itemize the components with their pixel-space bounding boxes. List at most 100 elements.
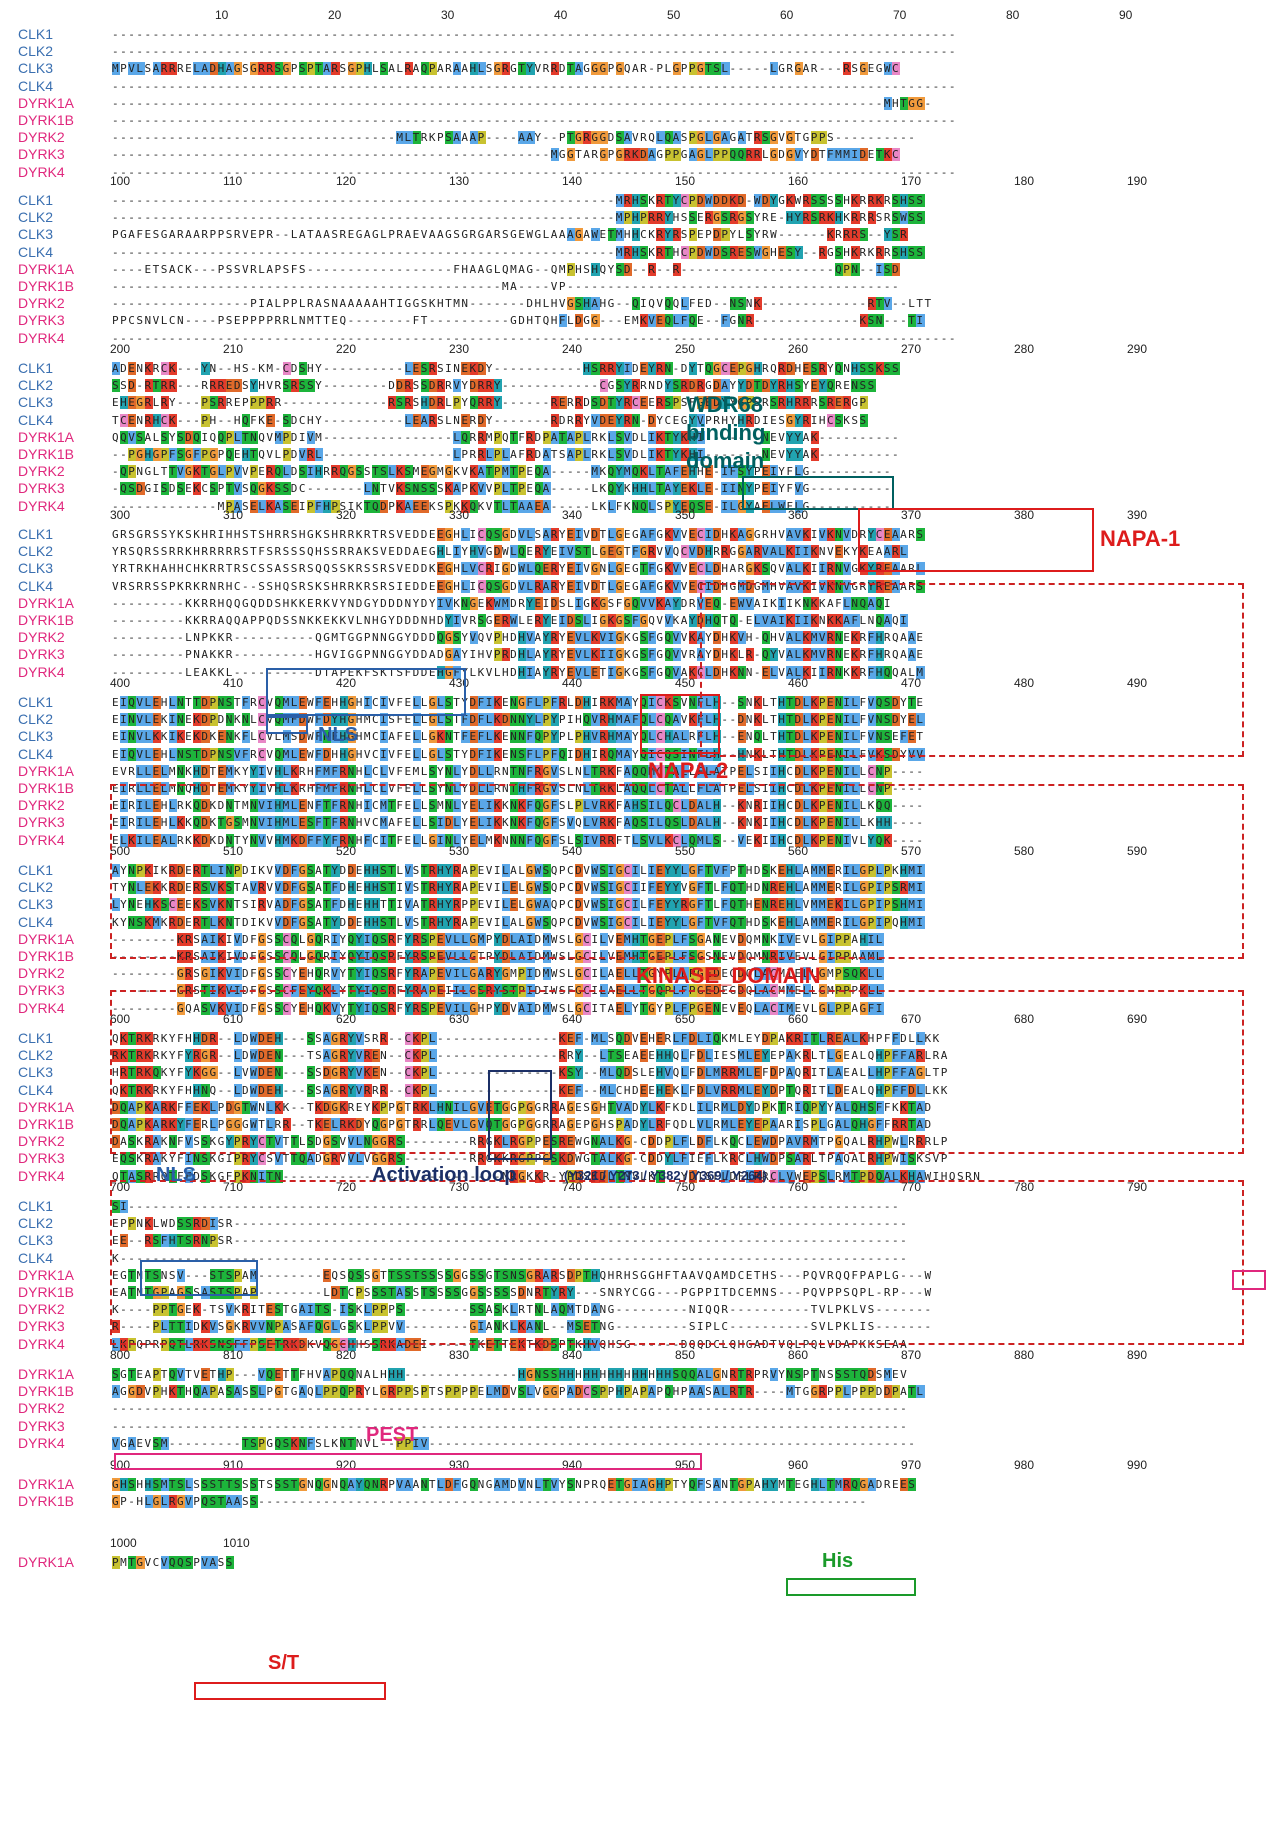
ruler-tick: 230: [449, 342, 470, 356]
sequence-name: CLK1: [18, 192, 54, 208]
sequence-residues: --------GRSGIKVIDFGSSCYEHQRVYTYIQSRFYRAP…: [112, 967, 884, 981]
ruler-tick: 60: [780, 8, 794, 22]
sequence-residues: --------KRSAIKIVDFGSSCQLGQRIYQYIQSRFYRSP…: [112, 932, 884, 946]
ruler-tick: 190: [1127, 174, 1148, 188]
actloop-res: (Y321 / Y273 / Y382 / Y369 / Y264): [564, 1168, 767, 1183]
sequence-name: DYRK1A: [18, 94, 75, 111]
wdr68-label: WDR68: [686, 392, 764, 417]
sequence-residues: ----------------------------------------…: [112, 245, 925, 259]
sequence-name: CLK1: [18, 694, 54, 710]
sequence-name: DYRK3: [18, 1417, 65, 1434]
his-box: [786, 1578, 916, 1596]
sequence-name: CLK3: [18, 1232, 54, 1249]
sequence-name: CLK1: [18, 526, 54, 542]
kinase-domain-top: [700, 583, 1244, 757]
ruler-tick: 530: [449, 844, 470, 858]
sequence-name: DYRK1B: [18, 1116, 75, 1132]
pest-box-r: [1232, 1270, 1266, 1290]
sequence-residues: QKTRKRKYFHHDR--LDWDEH---SSAGRYVSRR--CKPL…: [112, 1032, 941, 1045]
sequence-name: DYRK2: [18, 1301, 65, 1318]
ruler-tick: 240: [562, 342, 583, 356]
sequence-residues: -----------------------------------MLTRK…: [112, 131, 917, 145]
ruler-tick: 10: [215, 8, 229, 22]
ruler-tick: 660: [788, 1012, 809, 1026]
ruler-tick: 90: [1119, 8, 1133, 22]
sequence-name: DYRK1A: [18, 260, 75, 277]
ruler-tick: 340: [562, 508, 583, 522]
ruler-tick: 840: [562, 1348, 583, 1362]
napa2-box: [640, 694, 720, 754]
sequence-residues: ----ETSACK---PSSVRLAPSFS----------------…: [112, 262, 901, 276]
ruler-tick: 820: [336, 1348, 357, 1362]
sequence-name: CLK4: [18, 1249, 54, 1266]
position-ruler: 400 410 420 430 440 450 460 470 480 490: [110, 674, 1260, 694]
sequence-residues: ---------LEAKKL----------DTAPEKFSKTSFDDE…: [112, 665, 925, 679]
sequence-residues: EINVLEKINEKDPDNKNLCVQMFDWFDYHGHMCISFELLG…: [112, 713, 925, 727]
sequence-residues: ----------------------------------------…: [112, 1402, 909, 1416]
ruler-tick: 290: [1127, 342, 1148, 356]
his-label: His: [822, 1550, 854, 1572]
ruler-tick: 20: [328, 8, 342, 22]
ruler-tick: 170: [901, 174, 922, 188]
ruler-tick: 1010: [223, 1536, 250, 1550]
sequence-residues: K----PPTGEK-TSVKRITESTGAITS-ISKLPPPS----…: [112, 1303, 933, 1317]
sequence-residues: GHSHHSMTSLSSSTTSSSTSSSTGNQGNQAYQNRPVAANT…: [112, 1478, 917, 1491]
sequence-name: CLK2: [18, 209, 54, 226]
sequence-residues: SI--------------------------------------…: [112, 1200, 901, 1213]
sequence-residues: EIRILEHLKKQDKTGSMNVIHMLESFTFRNHVCMAFELLS…: [112, 816, 925, 830]
sequence-name: DYRK1B: [18, 1383, 75, 1400]
ruler-tick: 600: [110, 1012, 131, 1026]
sequence-residues: TCENRHCK---PH--HQFKE-SDCHY----------LEAR…: [112, 413, 868, 427]
sequence-name: DYRK3: [18, 146, 65, 163]
sequence-residues: AGGDVPHKTHQAPASASSLPGTGAQLPPQPRYLGRPPSPT…: [112, 1385, 925, 1399]
ruler-tick: 390: [1127, 508, 1148, 522]
ruler-tick: 210: [223, 342, 244, 356]
position-ruler: 1000 1010: [110, 1534, 1260, 1554]
ruler-tick: 620: [336, 1012, 357, 1026]
kinase-label: KINASE_DOMAIN: [636, 963, 821, 988]
sequence-name: CLK3: [18, 560, 54, 577]
ruler-tick: 760: [788, 1180, 809, 1194]
ruler-tick: 730: [449, 1180, 470, 1194]
ruler-tick: 420: [336, 676, 357, 690]
ruler-tick: 700: [110, 1180, 131, 1194]
ruler-tick: 120: [336, 174, 357, 188]
sequence-residues: K---------------------------------------…: [112, 1251, 909, 1265]
ruler-tick: 750: [675, 1180, 696, 1194]
sequence-name: DYRK2: [18, 965, 65, 982]
ruler-tick: 380: [1014, 508, 1035, 522]
sequence-name: DYRK4: [18, 831, 65, 848]
sequence-name: DYRK2: [18, 463, 65, 480]
sequence-name: DYRK4: [18, 663, 65, 680]
ruler-tick: 560: [788, 844, 809, 858]
ruler-tick: 220: [336, 342, 357, 356]
ruler-tick: 850: [675, 1348, 696, 1362]
sequence-residues: DQAPKARKFFEKLPDGTWNLKK--TKDGKREYKPPGTRKL…: [112, 1100, 933, 1114]
sequence-name: CLK3: [18, 226, 54, 243]
sequence-name: DYRK1A: [18, 1476, 75, 1492]
sequence-residues: TYNLEKKRDERSVKSTAVRVVDFGSATFDHEHHSTIVSTR…: [112, 881, 925, 895]
sequence-residues: ----------------------------------------…: [112, 280, 901, 293]
position-ruler: 100 110 120 130 140 150 160 170 180 190: [110, 172, 1260, 192]
ruler-tick: 350: [675, 508, 696, 522]
sequence-residues: ---------KKRRHQQGQDDSHKKERKVYNDGYDDDNYDY…: [112, 596, 892, 610]
sequence-residues: DASKRAKNFVSSKGYPRYCTVTTLSDGSVVLNGGRS----…: [112, 1135, 949, 1149]
sequence-name: CLK2: [18, 543, 54, 560]
sequence-name: DYRK2: [18, 129, 65, 146]
ruler-tick: 790: [1127, 1180, 1148, 1194]
sequence-residues: EIRILEHLRKQDKDNTMNVIHMLENFTFRNHICMTFELLS…: [112, 799, 925, 813]
sequence-residues: EIQVLEHLNTTDPNSTFRCVQMLEWFEHHGHICIVFELLG…: [112, 696, 925, 709]
sequence-name: CLK2: [18, 711, 54, 728]
sequence-residues: ----------------------------------------…: [112, 28, 957, 41]
sequence-name: DYRK1A: [18, 762, 75, 779]
ruler-tick: 740: [562, 1180, 583, 1194]
ruler-tick: 770: [901, 1180, 922, 1194]
actloop-label: Activation loop: [372, 1164, 517, 1186]
kinase-domain-mid: [110, 784, 1244, 959]
sequence-residues: -------------MPASELKASEIPFHPSIKTQDPKAEEK…: [112, 499, 892, 513]
sequence-name: DYRK4: [18, 999, 65, 1016]
sequence-residues: --------GQASVKVIDFGSSCYEHQKVYTYIQSRFYRSP…: [112, 1001, 884, 1015]
sequence-name: DYRK1B: [18, 278, 75, 294]
nls1-box-2: [266, 716, 308, 734]
